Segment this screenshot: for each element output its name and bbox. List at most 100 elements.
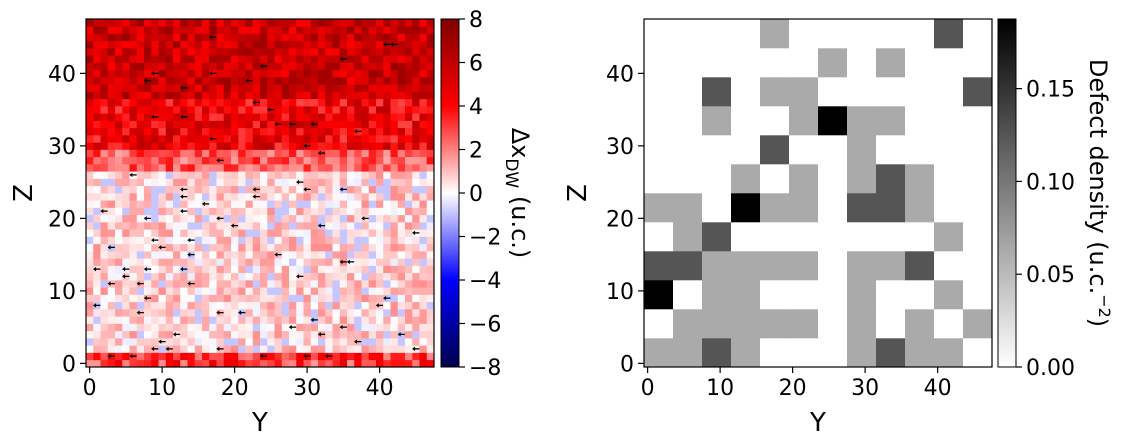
displacement-cell [361,287,370,295]
displacement-cell [202,91,210,100]
displacement-cell [289,214,297,223]
displacement-cell [318,91,326,100]
density-cell [847,48,877,78]
density-cell [905,222,935,252]
displacement-cell [296,243,304,252]
displacement-arrow [274,252,282,257]
displacement-cell [245,156,254,165]
displacement-cell [274,77,283,85]
displacement-cell [165,19,174,27]
density-cell [818,193,848,223]
displacement-cell [318,185,326,194]
displacement-cell [397,113,406,121]
density-cell [963,280,993,310]
displacement-cell [426,258,435,266]
displacement-cell [100,309,109,317]
displacement-cell [354,55,362,63]
displacement-cell [107,19,116,27]
displacement-cell [303,33,312,42]
displacement-cell [180,323,188,332]
displacement-cell [419,280,428,288]
displacement-cell [412,120,420,129]
y-tick-label: 0 [620,352,634,377]
displacement-cell [274,280,283,288]
displacement-cell [194,243,203,252]
displacement-cell [303,294,312,303]
displacement-cell [325,120,333,129]
displacement-cell [281,135,290,143]
displacement-cell [397,222,406,230]
displacement-cell [260,77,268,85]
displacement-cell [252,26,261,34]
displacement-cell [173,185,181,194]
displacement-cell [267,251,275,259]
displacement-cell [238,77,246,85]
displacement-cell [173,316,181,324]
displacement-cell [390,272,399,281]
displacement-cell [165,48,174,56]
displacement-cell [267,171,275,179]
displacement-cell [405,156,413,165]
displacement-cell [347,243,355,252]
displacement-cell [405,323,413,332]
displacement-cell [107,258,116,266]
displacement-cell [426,135,435,143]
displacement-cell [412,135,420,143]
displacement-arrow [288,121,297,127]
displacement-cell [165,316,174,324]
density-cell [731,222,761,252]
displacement-cell [303,207,312,216]
displacement-cell [376,55,384,63]
density-cell [934,338,964,368]
displacement-cell [136,19,145,27]
colorbar-tick-label: −6 [469,313,501,338]
displacement-cell [129,207,138,216]
displacement-cell [368,26,377,34]
displacement-cell [187,309,196,317]
displacement-cell [332,178,341,187]
displacement-cell [354,280,362,288]
displacement-cell [122,77,130,85]
displacement-cell [281,287,290,295]
displacement-arrow [296,179,304,185]
displacement-cell [383,323,391,332]
displacement-cell [144,338,152,346]
displacement-cell [252,55,261,63]
displacement-cell [194,330,203,339]
displacement-cell [332,316,341,324]
displacement-cell [252,229,261,237]
displacement-cell [93,69,101,78]
displacement-cell [231,352,239,361]
displacement-cell [202,48,210,56]
displacement-cell [260,171,268,179]
displacement-cell [151,156,159,165]
displacement-arrow [151,71,159,76]
displacement-cell [325,40,333,49]
displacement-cell [238,229,246,237]
displacement-cell [426,316,435,324]
displacement-cell [180,40,188,49]
left-colorbar-label: ΔxDW (u.c.) [501,128,534,259]
displacement-cell [194,156,203,165]
displacement-cell [376,222,384,230]
displacement-cell [281,156,290,165]
displacement-cell [368,301,377,310]
displacement-cell [354,330,362,339]
displacement-cell [419,316,428,324]
displacement-cell [136,222,145,230]
displacement-cell [260,55,268,63]
displacement-cell [419,62,428,71]
displacement-cell [238,26,246,34]
displacement-cell [426,214,435,223]
displacement-cell [86,214,94,223]
displacement-cell [405,142,413,150]
displacement-cell [107,33,116,42]
displacement-cell [289,280,297,288]
density-cell [644,19,674,49]
density-cell [702,309,732,339]
displacement-cell [202,171,210,179]
displacement-cell [426,55,435,63]
displacement-cell [187,156,196,165]
displacement-arrow [100,208,108,214]
density-cell [963,309,993,339]
